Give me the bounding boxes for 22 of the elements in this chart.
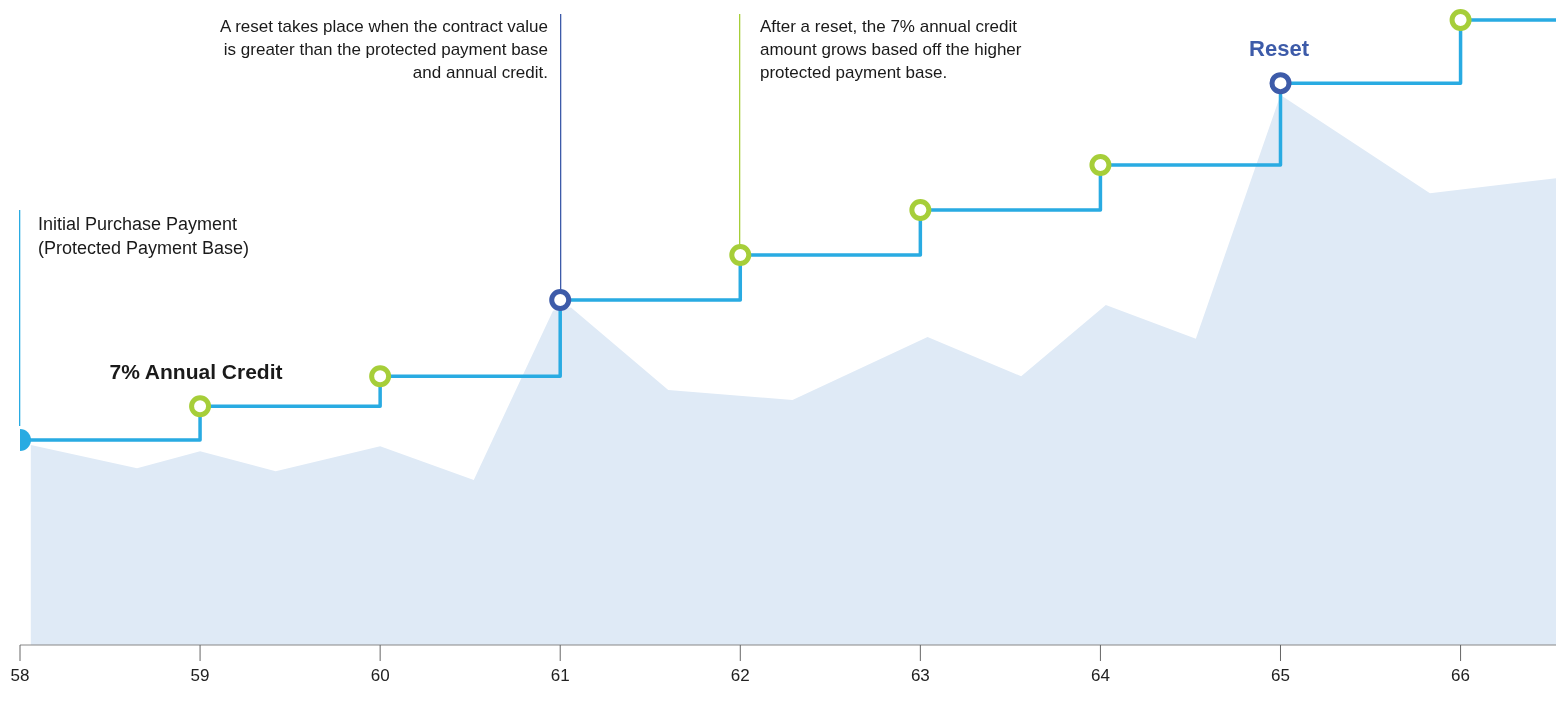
x-tick-label: 60 (370, 666, 390, 686)
point (729, 244, 752, 266)
annotation: Initial Purchase Payment (Protected Payment Base) (38, 213, 251, 261)
x-tick-label: 62 (730, 666, 750, 686)
x-tick-label: 64 (1090, 666, 1110, 686)
x-tick-label: 59 (190, 666, 210, 686)
x-tick-label: 66 (1451, 666, 1471, 686)
annotation: 7% Annual Credit (108, 359, 284, 385)
x-tick-label: 58 (10, 666, 30, 686)
x-tick-label: 61 (550, 666, 570, 686)
annotation: A reset takes place when the contract value is greater than the protected payment base and annual credit. (219, 16, 548, 84)
x-tick-label: 63 (910, 666, 930, 686)
point (549, 289, 572, 311)
point (369, 365, 392, 388)
annotation: After a reset, the 7% annual credit amount grows based off the higher protected payment base. (760, 16, 1023, 84)
point (1449, 9, 1472, 31)
point (1269, 72, 1292, 95)
point (1089, 154, 1112, 176)
point (189, 395, 212, 418)
annotation: Reset (1248, 35, 1310, 63)
x-tick-label: 65 (1271, 666, 1290, 686)
point (909, 199, 932, 221)
